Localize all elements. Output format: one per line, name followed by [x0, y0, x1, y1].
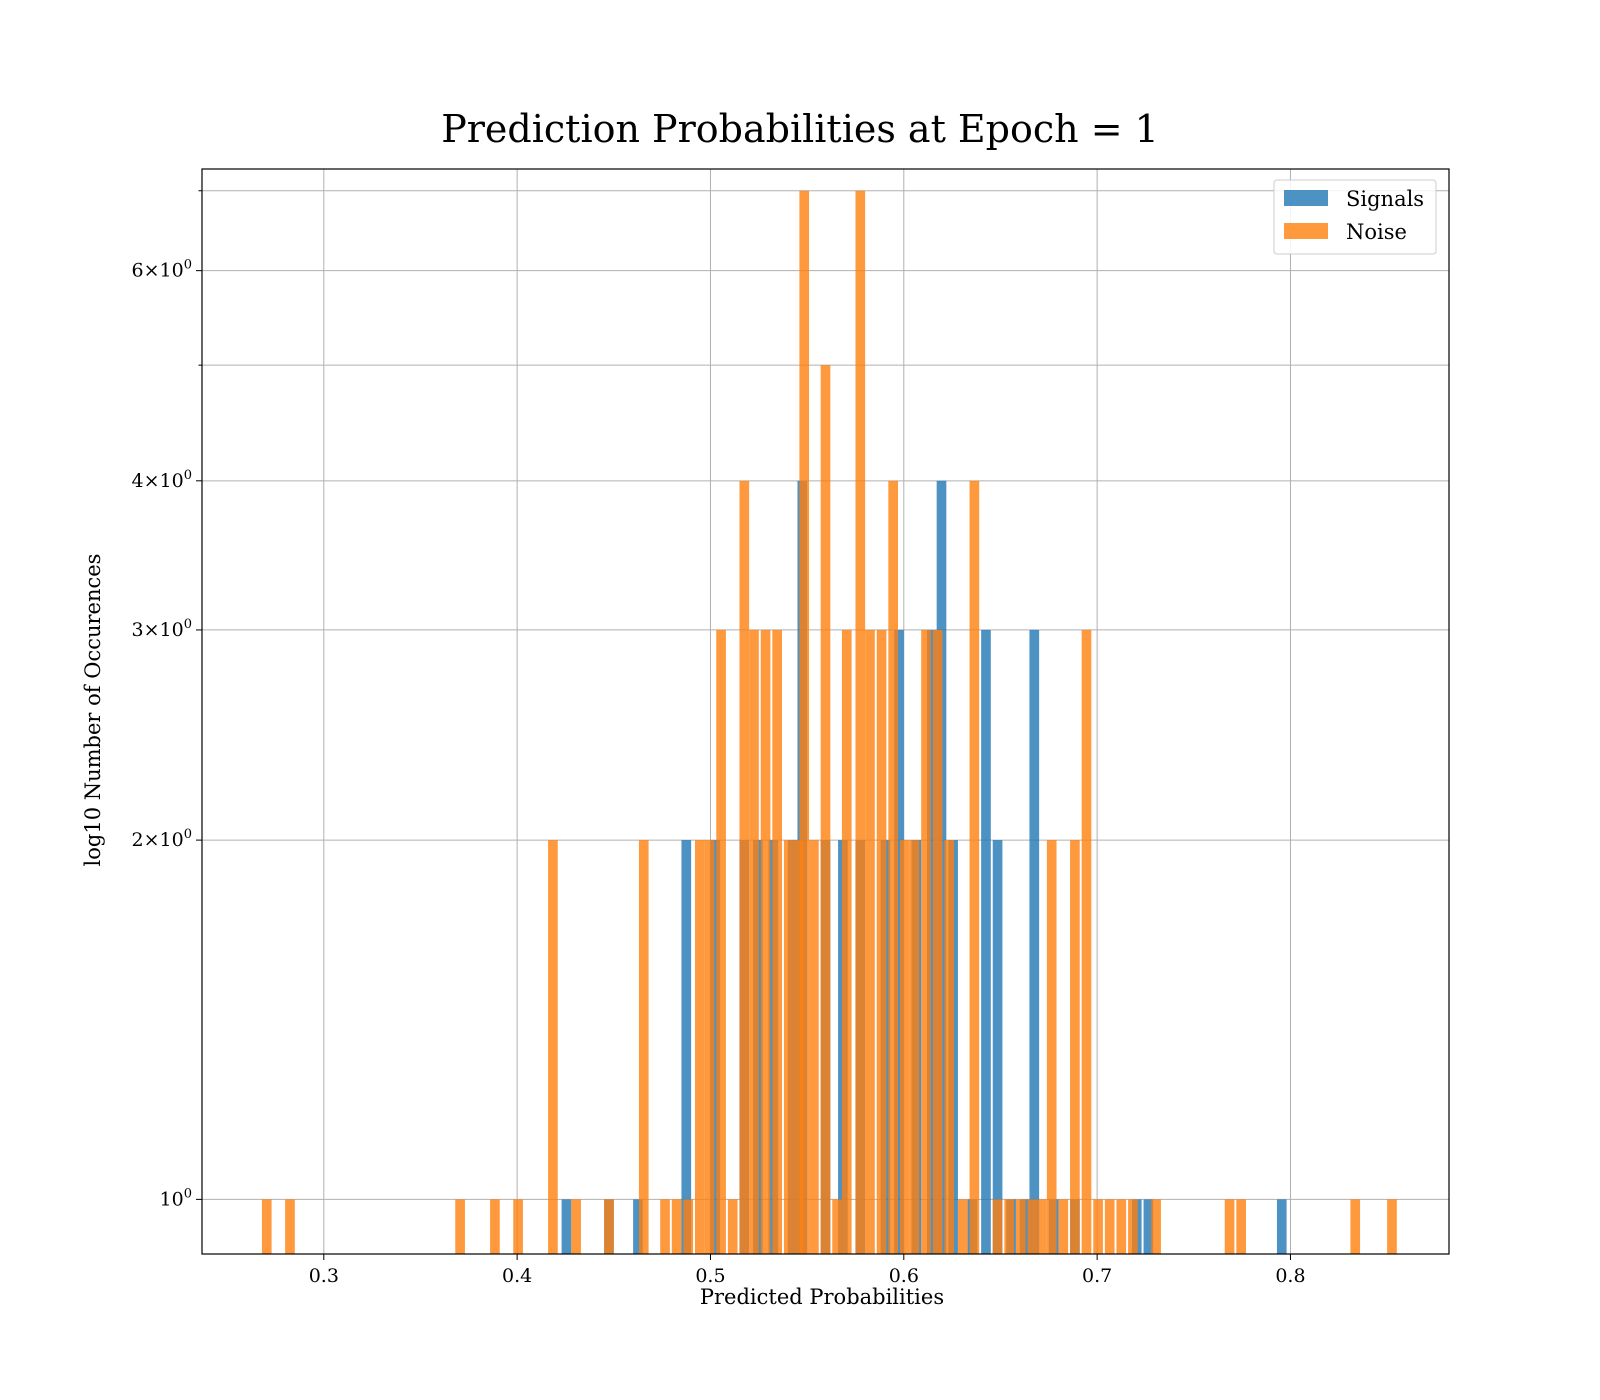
histogram-bar: [876, 629, 887, 1254]
x-tick-label: 0.5: [695, 1265, 725, 1287]
histogram-bar: [561, 1199, 572, 1254]
histogram-bar: [1046, 840, 1057, 1254]
y-tick-label: 2×100: [132, 827, 192, 851]
histogram-bar: [921, 629, 931, 1254]
histogram-bar: [739, 480, 750, 1254]
histogram-bar: [1224, 1199, 1235, 1254]
histogram-bar: [899, 840, 910, 1254]
histogram-bar: [1387, 1199, 1397, 1254]
bars-layer: [261, 190, 1397, 1254]
histogram-bar: [1350, 1199, 1361, 1254]
histogram-bar: [841, 629, 852, 1254]
histogram-bar: [1093, 1199, 1103, 1254]
histogram-bar: [285, 1199, 295, 1254]
histogram-bar: [957, 1199, 968, 1254]
histogram-bar: [695, 840, 705, 1254]
histogram-bar: [716, 629, 726, 1254]
plot-frame: [201, 168, 1450, 1255]
x-tick-label: 0.8: [1275, 1265, 1305, 1287]
histogram-bar: [1004, 1199, 1014, 1254]
histogram-bar: [604, 1199, 614, 1254]
legend-swatch-signals: [1284, 190, 1328, 206]
histogram-bar: [1070, 840, 1080, 1254]
histogram-bar: [820, 365, 831, 1254]
histogram-bar: [749, 629, 759, 1254]
y-tick-label: 3×100: [132, 617, 192, 641]
histogram-bar: [932, 629, 943, 1254]
histogram-bar: [809, 840, 819, 1254]
histogram-bar: [1151, 1199, 1161, 1254]
histogram-bar: [660, 1199, 670, 1254]
legend-swatch-noise: [1284, 223, 1328, 239]
histogram-bar: [1058, 1199, 1069, 1254]
histogram-bar: [865, 629, 875, 1254]
histogram-bar: [1037, 1199, 1047, 1254]
histogram-bar: [855, 190, 866, 1254]
histogram-bar: [1236, 1199, 1246, 1254]
histogram-bar: [772, 629, 782, 1254]
histogram-bar: [1116, 1199, 1127, 1254]
grid-layer: [202, 169, 1449, 1254]
x-tick-label: 0.6: [889, 1265, 919, 1287]
x-tick-label: 0.7: [1082, 1265, 1112, 1287]
x-tick-label: 0.3: [309, 1265, 339, 1287]
histogram-bar: [793, 840, 804, 1254]
histogram-bar: [1276, 1199, 1287, 1254]
histogram-bar: [992, 840, 1003, 1254]
histogram-bar: [927, 629, 937, 1254]
histogram-bar: [704, 840, 715, 1254]
histogram-bar: [981, 629, 991, 1254]
histogram-bar: [832, 1199, 842, 1254]
x-axis-title: Predicted Probabilities: [700, 1285, 944, 1309]
histogram-bar: [683, 1199, 694, 1254]
histogram-bar: [681, 840, 692, 1254]
y-tick-label: 6×100: [132, 258, 192, 282]
histogram-bar: [633, 1199, 643, 1254]
histogram-bar: [1128, 1199, 1138, 1254]
histogram-bar: [894, 629, 904, 1254]
histogram-bar: [1015, 1199, 1026, 1254]
histogram-bar: [969, 480, 980, 1254]
x-axis-ticks: 0.3 0.4 0.5 0.6 0.7 0.8: [309, 1254, 1306, 1287]
y-axis-title: log10 Number of Occurences: [81, 554, 105, 867]
y-tick-label: 4×100: [132, 468, 192, 492]
y-axis-ticks: 100 2×100 3×100 4×100 6×100: [132, 190, 202, 1210]
chart-title: Prediction Probabilities at Epoch = 1: [441, 107, 1159, 151]
x-tick-label: 0.4: [502, 1265, 532, 1287]
histogram-bar: [1104, 1199, 1115, 1254]
histogram-bar: [671, 1199, 682, 1254]
histogram-bar: [909, 840, 920, 1254]
histogram-bar: [1027, 1199, 1038, 1254]
histogram-bar: [261, 1199, 272, 1254]
series-noise: [261, 190, 1397, 1254]
histogram-bar: [783, 840, 794, 1254]
histogram-bar: [1081, 629, 1092, 1254]
legend: Signals Noise: [1273, 179, 1437, 255]
histogram-bar: [1029, 629, 1040, 1254]
y-tick-label: 100: [160, 1186, 192, 1210]
histogram-bar: [490, 1199, 500, 1254]
histogram-bar: [710, 840, 721, 1254]
histogram-bar: [727, 1199, 738, 1254]
legend-label-noise: Noise: [1346, 220, 1407, 244]
histogram-bar: [799, 190, 810, 1254]
legend-label-signals: Signals: [1346, 187, 1424, 211]
histogram-bar: [944, 840, 955, 1254]
histogram-bar: [888, 480, 898, 1254]
histogram-bar: [760, 629, 771, 1254]
histogram-bar: [513, 1199, 523, 1254]
histogram-bar: [455, 1199, 465, 1254]
histogram-bar: [638, 840, 649, 1254]
histogram-bar: [548, 840, 558, 1254]
histogram-bar: [992, 1199, 1003, 1254]
histogram-bar: [571, 1199, 581, 1254]
histogram-bar: [1143, 1199, 1154, 1254]
